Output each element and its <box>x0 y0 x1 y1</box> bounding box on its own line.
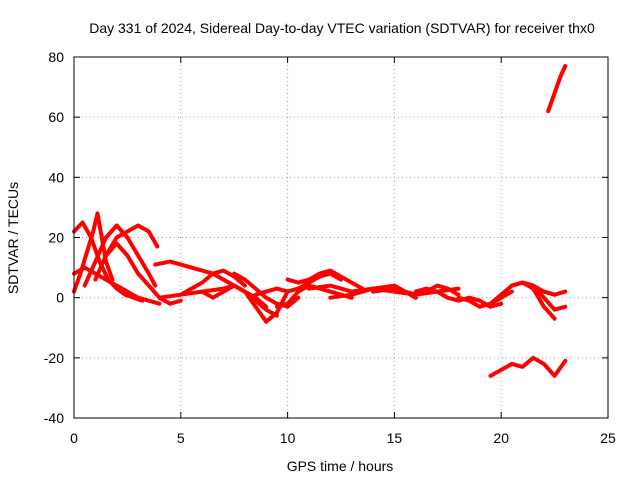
grid <box>74 57 608 418</box>
x-axis-label: GPS time / hours <box>287 458 394 474</box>
x-tick-label: 20 <box>493 430 509 446</box>
y-tick-label: 80 <box>48 49 64 65</box>
chart-title: Day 331 of 2024, Sidereal Day-to-day VTE… <box>89 20 595 36</box>
series-line-sat-e <box>72 265 162 306</box>
x-tick-label: 15 <box>387 430 403 446</box>
series-line-sat-f <box>104 241 183 306</box>
series-line-sat-x <box>546 64 568 114</box>
y-tick-label: 20 <box>48 230 64 246</box>
series-line-sat-c <box>82 223 158 288</box>
y-axis-label: SDTVAR / TECUs <box>5 182 21 294</box>
series-line-sat-n <box>285 268 365 291</box>
y-tick-label: -20 <box>44 350 64 366</box>
series-layer <box>72 64 568 378</box>
x-tick-label: 0 <box>70 430 78 446</box>
series-line-sat-y <box>488 355 568 378</box>
series-line-sat-w <box>531 286 557 321</box>
x-tick-label: 10 <box>280 430 296 446</box>
y-tick-label: 60 <box>48 109 64 125</box>
ticks <box>73 56 609 419</box>
x-tick-label: 25 <box>600 430 616 446</box>
series-line-sat-h <box>178 268 247 297</box>
series-line-sat-k <box>232 271 301 309</box>
y-tick-label: -40 <box>44 410 64 426</box>
series-line-sat-v <box>520 280 568 312</box>
tick-labels: 0 5 10 15 20 25 -40 -20 0 20 40 60 80 <box>44 49 616 446</box>
series-line-sat-q <box>371 283 461 297</box>
x-tick-label: 5 <box>177 430 185 446</box>
series-line-sat-l <box>253 271 343 297</box>
series-line-sat-j <box>200 283 290 324</box>
y-tick-label: 40 <box>48 169 64 185</box>
series-line-sat-s <box>456 289 514 309</box>
y-tick-label: 0 <box>56 290 64 306</box>
